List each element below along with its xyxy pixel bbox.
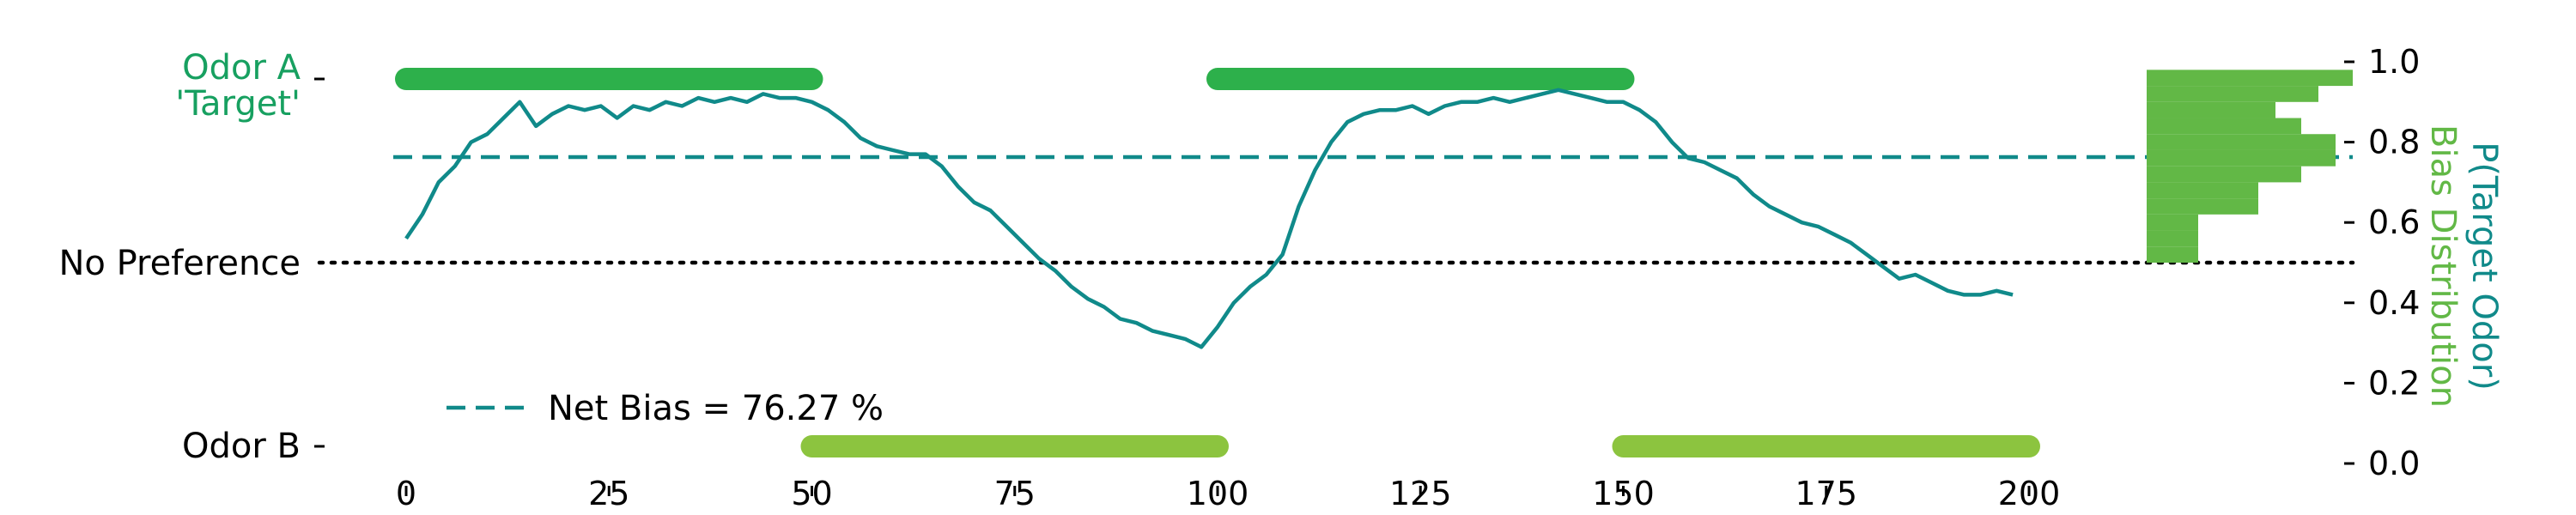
preference-trace-line — [404, 88, 2014, 349]
legend-label: Net Bias = 76.27 % — [548, 389, 884, 428]
histogram-bar — [2147, 214, 2198, 231]
right-tick-label: 0.6 — [2368, 203, 2420, 241]
x-tick-label: 0 — [396, 475, 416, 512]
right-tick-label: 1.0 — [2368, 43, 2420, 81]
right-tick-label: 0.4 — [2368, 284, 2420, 322]
histogram-bar — [2147, 198, 2258, 215]
histogram-bar — [2147, 230, 2198, 247]
x-tick-label: 125 — [1389, 475, 1452, 512]
odor-a-target-label: 'Target' — [175, 84, 301, 124]
no-preference-label: No Preference — [58, 244, 301, 283]
odor-b-label: Odor B — [182, 427, 301, 466]
bias-distribution-label: Bias Distribution — [2423, 124, 2463, 408]
x-tick-label: 50 — [791, 475, 832, 512]
bias-distribution-histogram — [2147, 70, 2353, 263]
right-tick-label: 0.8 — [2368, 124, 2420, 161]
odor-periods — [395, 68, 2040, 457]
right-tick-label: 0.0 — [2368, 445, 2420, 482]
x-tick-label: 200 — [1998, 475, 2061, 512]
x-axis-ticks: 0 25 50 75 100 125 150 175 200 — [396, 475, 2060, 512]
x-tick-label: 25 — [588, 475, 629, 512]
x-tick-label: 75 — [994, 475, 1036, 512]
x-tick-label: 100 — [1187, 475, 1249, 512]
histogram-bar — [2147, 166, 2301, 183]
odor-a-label: Odor A — [182, 48, 301, 88]
histogram-bar — [2147, 246, 2198, 263]
right-axis-label: P(Target Odor) — [2464, 142, 2504, 391]
histogram-bar — [2147, 101, 2275, 118]
right-axis-ticks: 0.0 0.2 0.4 0.6 0.8 1.0 — [2344, 43, 2420, 482]
histogram-bar — [2147, 86, 2318, 102]
x-tick-label: 150 — [1592, 475, 1655, 512]
histogram-bar — [2147, 118, 2301, 135]
histogram-bar — [2147, 134, 2336, 150]
histogram-bar — [2147, 149, 2336, 167]
histogram-bar — [2147, 182, 2258, 199]
right-tick-label: 0.2 — [2368, 364, 2420, 402]
x-tick-label: 175 — [1795, 475, 1857, 512]
histogram-bar — [2147, 70, 2353, 87]
